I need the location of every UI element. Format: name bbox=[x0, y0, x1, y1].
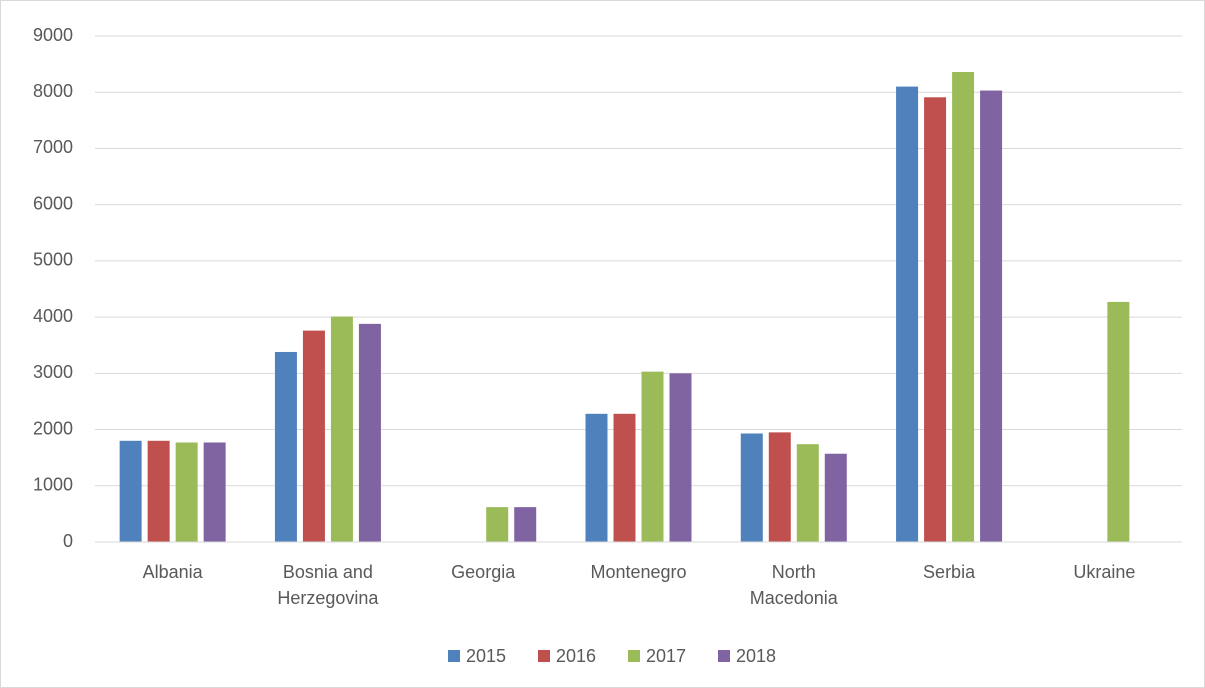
x-tick-label: Bosnia and Herzegovina bbox=[277, 562, 379, 608]
bar bbox=[302, 330, 325, 542]
bar bbox=[896, 86, 919, 542]
legend-swatch bbox=[718, 650, 730, 662]
bar bbox=[980, 90, 1003, 542]
x-tick-label: Georgia bbox=[451, 562, 516, 582]
legend-label: 2018 bbox=[736, 646, 776, 666]
y-tick-label: 0 bbox=[63, 531, 73, 551]
bar bbox=[768, 432, 791, 542]
y-tick-label: 8000 bbox=[33, 81, 73, 101]
legend-swatch bbox=[448, 650, 460, 662]
y-tick-label: 9000 bbox=[33, 25, 73, 45]
bar bbox=[175, 442, 198, 542]
bar bbox=[119, 440, 142, 542]
y-tick-label: 4000 bbox=[33, 306, 73, 326]
y-tick-label: 2000 bbox=[33, 418, 73, 438]
bar bbox=[669, 373, 692, 542]
y-tick-label: 5000 bbox=[33, 250, 73, 270]
bar bbox=[740, 433, 763, 542]
legend-label: 2015 bbox=[466, 646, 506, 666]
bar bbox=[824, 453, 847, 542]
x-tick-label: Ukraine bbox=[1073, 562, 1136, 582]
y-tick-label: 7000 bbox=[33, 137, 73, 157]
legend-label: 2017 bbox=[646, 646, 686, 666]
bar bbox=[924, 97, 947, 542]
legend-label: 2016 bbox=[556, 646, 596, 666]
bar bbox=[1107, 301, 1130, 542]
x-tick-label: Serbia bbox=[923, 562, 976, 582]
legend-swatch bbox=[628, 650, 640, 662]
legend-swatch bbox=[538, 650, 550, 662]
bar bbox=[486, 507, 509, 542]
bar bbox=[330, 316, 353, 542]
y-tick-label: 1000 bbox=[33, 475, 73, 495]
bar bbox=[796, 444, 819, 542]
bar bbox=[585, 413, 608, 542]
bar bbox=[952, 71, 975, 542]
bar bbox=[274, 351, 297, 542]
x-tick-label: Montenegro bbox=[590, 562, 687, 582]
y-tick-label: 3000 bbox=[33, 362, 73, 382]
x-tick-label: North Macedonia bbox=[749, 562, 838, 608]
bar bbox=[203, 442, 226, 542]
y-tick-label: 6000 bbox=[33, 193, 73, 213]
bar bbox=[358, 323, 381, 542]
x-tick-label: Albania bbox=[142, 562, 203, 582]
bar bbox=[641, 371, 664, 542]
bar bbox=[613, 413, 636, 542]
bar bbox=[147, 440, 170, 542]
bar bbox=[514, 507, 537, 542]
